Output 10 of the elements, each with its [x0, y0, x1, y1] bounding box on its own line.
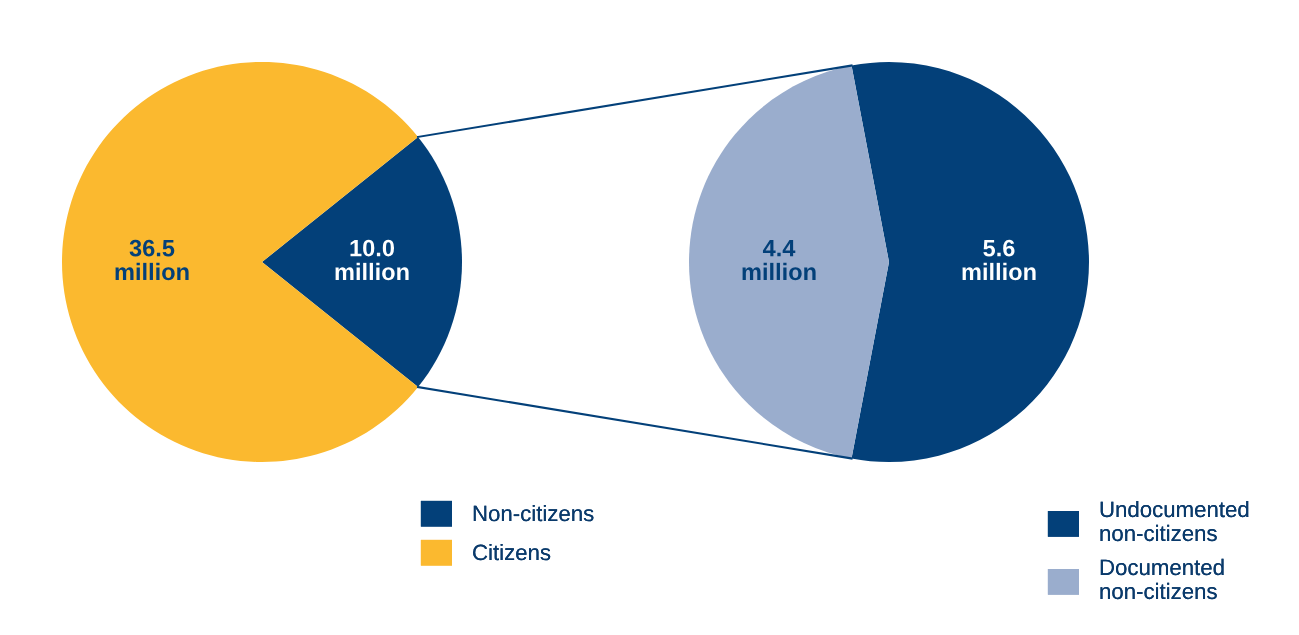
pie-slice [62, 62, 419, 462]
legend-label: Undocumented non-citizens [1100, 500, 1249, 542]
data-label: 10.0 million [335, 239, 409, 281]
data-label: 36.5 million [115, 239, 189, 281]
legend-label: Citizens [473, 544, 551, 561]
pie-slice [689, 65, 889, 459]
data-label: 5.6 million [962, 239, 1036, 281]
data-label: 4.4 million [742, 240, 816, 281]
legend-label: Non-citizens [473, 505, 594, 522]
legend-label: Documented non-citizens [1100, 558, 1224, 600]
